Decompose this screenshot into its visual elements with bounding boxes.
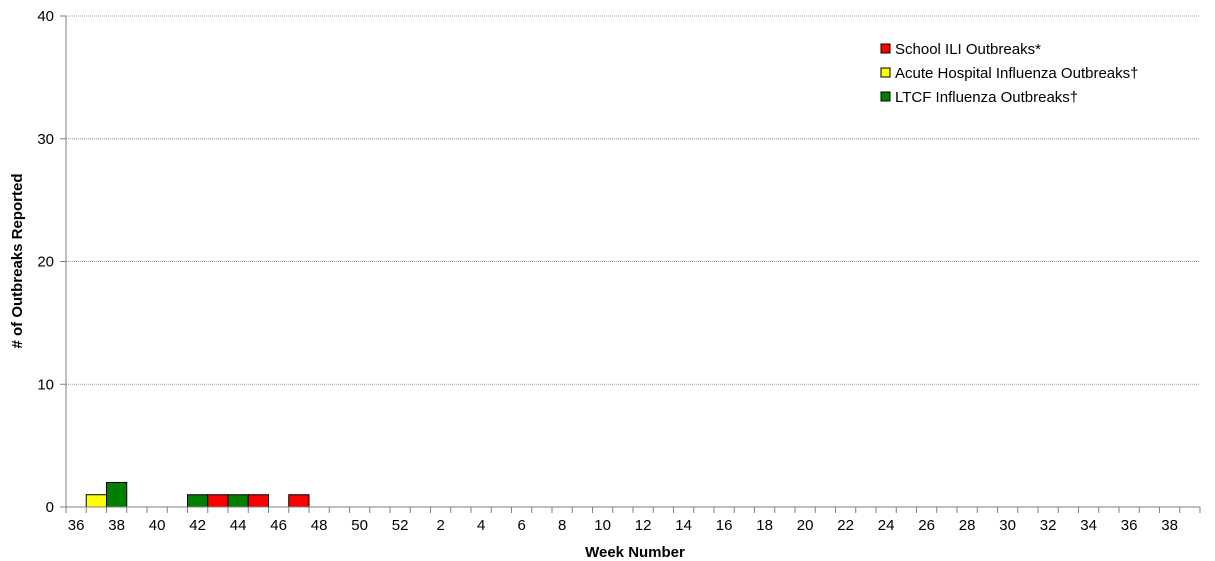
x-tick-label: 30	[999, 517, 1016, 534]
x-tick-label: 34	[1080, 517, 1097, 534]
bar	[187, 494, 209, 508]
x-tick-label: 18	[756, 517, 773, 534]
x-tick-label: 12	[635, 517, 652, 534]
x-tick-label: 28	[959, 517, 976, 534]
x-tick-label: 50	[351, 517, 368, 534]
legend-label: LTCF Influenza Outbreaks†	[895, 89, 1078, 106]
bar	[207, 494, 229, 508]
y-tick-label: 20	[37, 254, 54, 271]
x-tick-label: 40	[149, 517, 166, 534]
legend-label: Acute Hospital Influenza Outbreaks†	[895, 65, 1138, 82]
x-tick-labels: 36 38 40 42 44 46 48 50 52 2 4 6 8 10 12 14 16 18 20 22 24 26…	[65, 507, 1201, 534]
x-tick-label: 32	[1040, 517, 1057, 534]
x-tick-label: 22	[837, 517, 854, 534]
x-tick-label: 52	[392, 517, 409, 534]
x-tick-label: 46	[270, 517, 287, 534]
legend: School ILI Outbreaks* Acute Hospital Infl…	[880, 41, 1138, 106]
legend-swatch	[880, 67, 891, 78]
x-tick-label: 20	[797, 517, 814, 534]
x-tick-label: 6	[517, 517, 525, 534]
legend-swatch	[880, 43, 891, 54]
x-tick-label: 24	[878, 517, 895, 534]
y-tick-label: 10	[37, 376, 54, 393]
x-tick-label: 36	[68, 517, 85, 534]
bar	[288, 494, 310, 508]
x-tick-label: 16	[716, 517, 733, 534]
y-tick-labels: 0 10 20 30 40	[37, 8, 66, 516]
x-tick-label: 8	[558, 517, 566, 534]
x-tick-label: 38	[1161, 517, 1178, 534]
bars	[85, 481, 310, 508]
bar	[227, 494, 249, 508]
legend-swatch	[880, 91, 891, 102]
x-tick-label: 26	[918, 517, 935, 534]
x-tick-label: 36	[1121, 517, 1138, 534]
bar	[106, 481, 128, 508]
bar	[247, 494, 269, 508]
y-tick-label: 40	[37, 8, 54, 25]
x-tick-label: 4	[477, 517, 485, 534]
x-tick-label: 44	[230, 517, 247, 534]
y-tick-label: 0	[46, 499, 54, 516]
x-axis-title: Week Number	[585, 544, 685, 561]
x-tick-label: 42	[189, 517, 206, 534]
y-axis-title: # of Outbreaks Reported	[9, 173, 26, 348]
x-tick-label: 48	[311, 517, 328, 534]
x-tick-label: 14	[675, 517, 692, 534]
legend-label: School ILI Outbreaks*	[895, 41, 1041, 58]
x-tick-label: 10	[594, 517, 611, 534]
y-tick-label: 30	[37, 131, 54, 148]
x-tick-label: 2	[436, 517, 444, 534]
bar	[85, 494, 107, 508]
x-tick-label: 38	[108, 517, 125, 534]
